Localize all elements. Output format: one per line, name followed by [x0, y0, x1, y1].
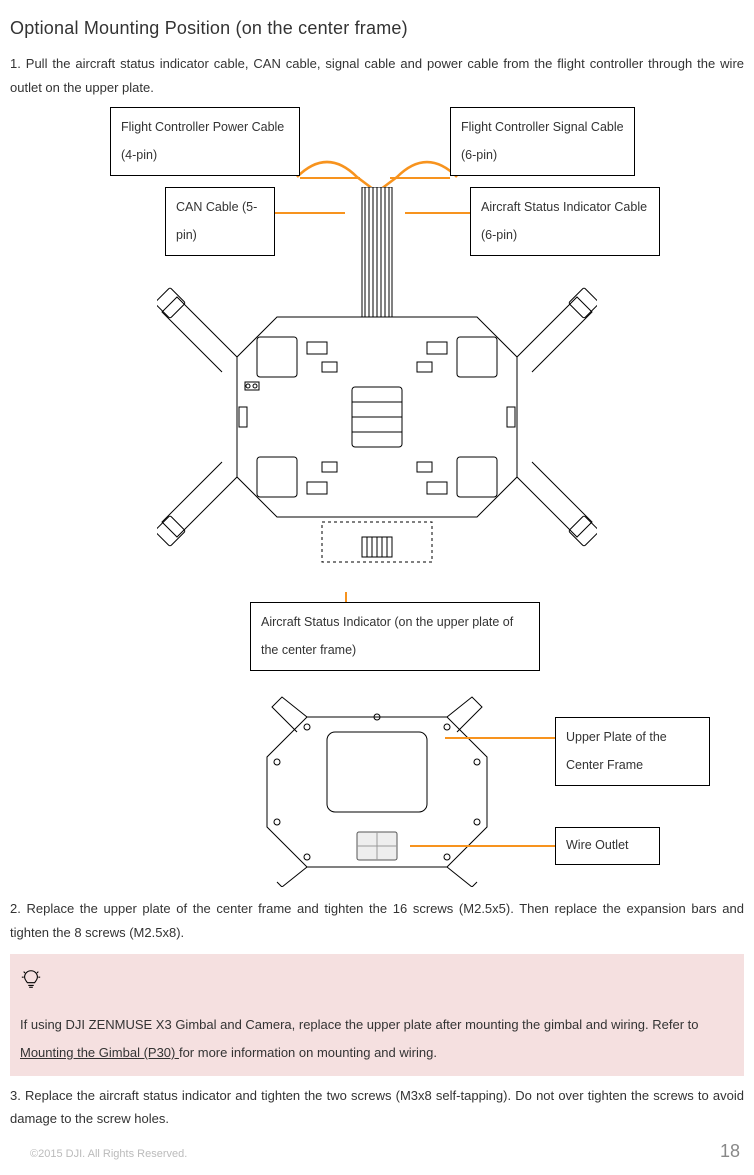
- note-text-b: for more information on mounting and wir…: [179, 1045, 437, 1060]
- note-link[interactable]: Mounting the Gimbal (P30): [20, 1045, 179, 1060]
- leader-line: [300, 177, 360, 179]
- callout-can: CAN Cable (5-pin): [165, 187, 275, 256]
- leader-line: [390, 177, 450, 179]
- callout-fc-power: Flight Controller Power Cable (4-pin): [110, 107, 300, 176]
- diagram-1-area: Flight Controller Power Cable (4-pin) Fl…: [10, 107, 744, 687]
- callout-asi-note: Aircraft Status Indicator (on the upper …: [250, 602, 540, 671]
- leader-line: [405, 212, 470, 214]
- callout-upper-plate: Upper Plate of the Center Frame: [555, 717, 710, 786]
- step-1: 1. Pull the aircraft status indicator ca…: [10, 52, 744, 99]
- callout-fc-signal: Flight Controller Signal Cable (6-pin): [450, 107, 635, 176]
- page-number: 18: [720, 1135, 740, 1167]
- diagram-2-area: Upper Plate of the Center Frame Wire Out…: [10, 687, 744, 897]
- upper-plate-diagram: [247, 687, 507, 887]
- note-text: If using DJI ZENMUSE X3 Gimbal and Camer…: [20, 1011, 734, 1068]
- note-box: If using DJI ZENMUSE X3 Gimbal and Camer…: [10, 954, 744, 1076]
- footer-copyright: ©2015 DJI. All Rights Reserved.: [30, 1145, 734, 1165]
- step-3: 3. Replace the aircraft status indicator…: [10, 1084, 744, 1131]
- note-text-a: If using DJI ZENMUSE X3 Gimbal and Camer…: [20, 1017, 699, 1032]
- leader-line: [275, 212, 345, 214]
- step-2: 2. Replace the upper plate of the center…: [10, 897, 744, 944]
- lightbulb-icon: [20, 968, 42, 990]
- callout-wire-outlet: Wire Outlet: [555, 827, 660, 865]
- callout-asi-cable: Aircraft Status Indicator Cable (6-pin): [470, 187, 660, 256]
- leader-line: [445, 737, 555, 739]
- section-heading: Optional Mounting Position (on the cente…: [10, 12, 744, 44]
- leader-line: [410, 845, 555, 847]
